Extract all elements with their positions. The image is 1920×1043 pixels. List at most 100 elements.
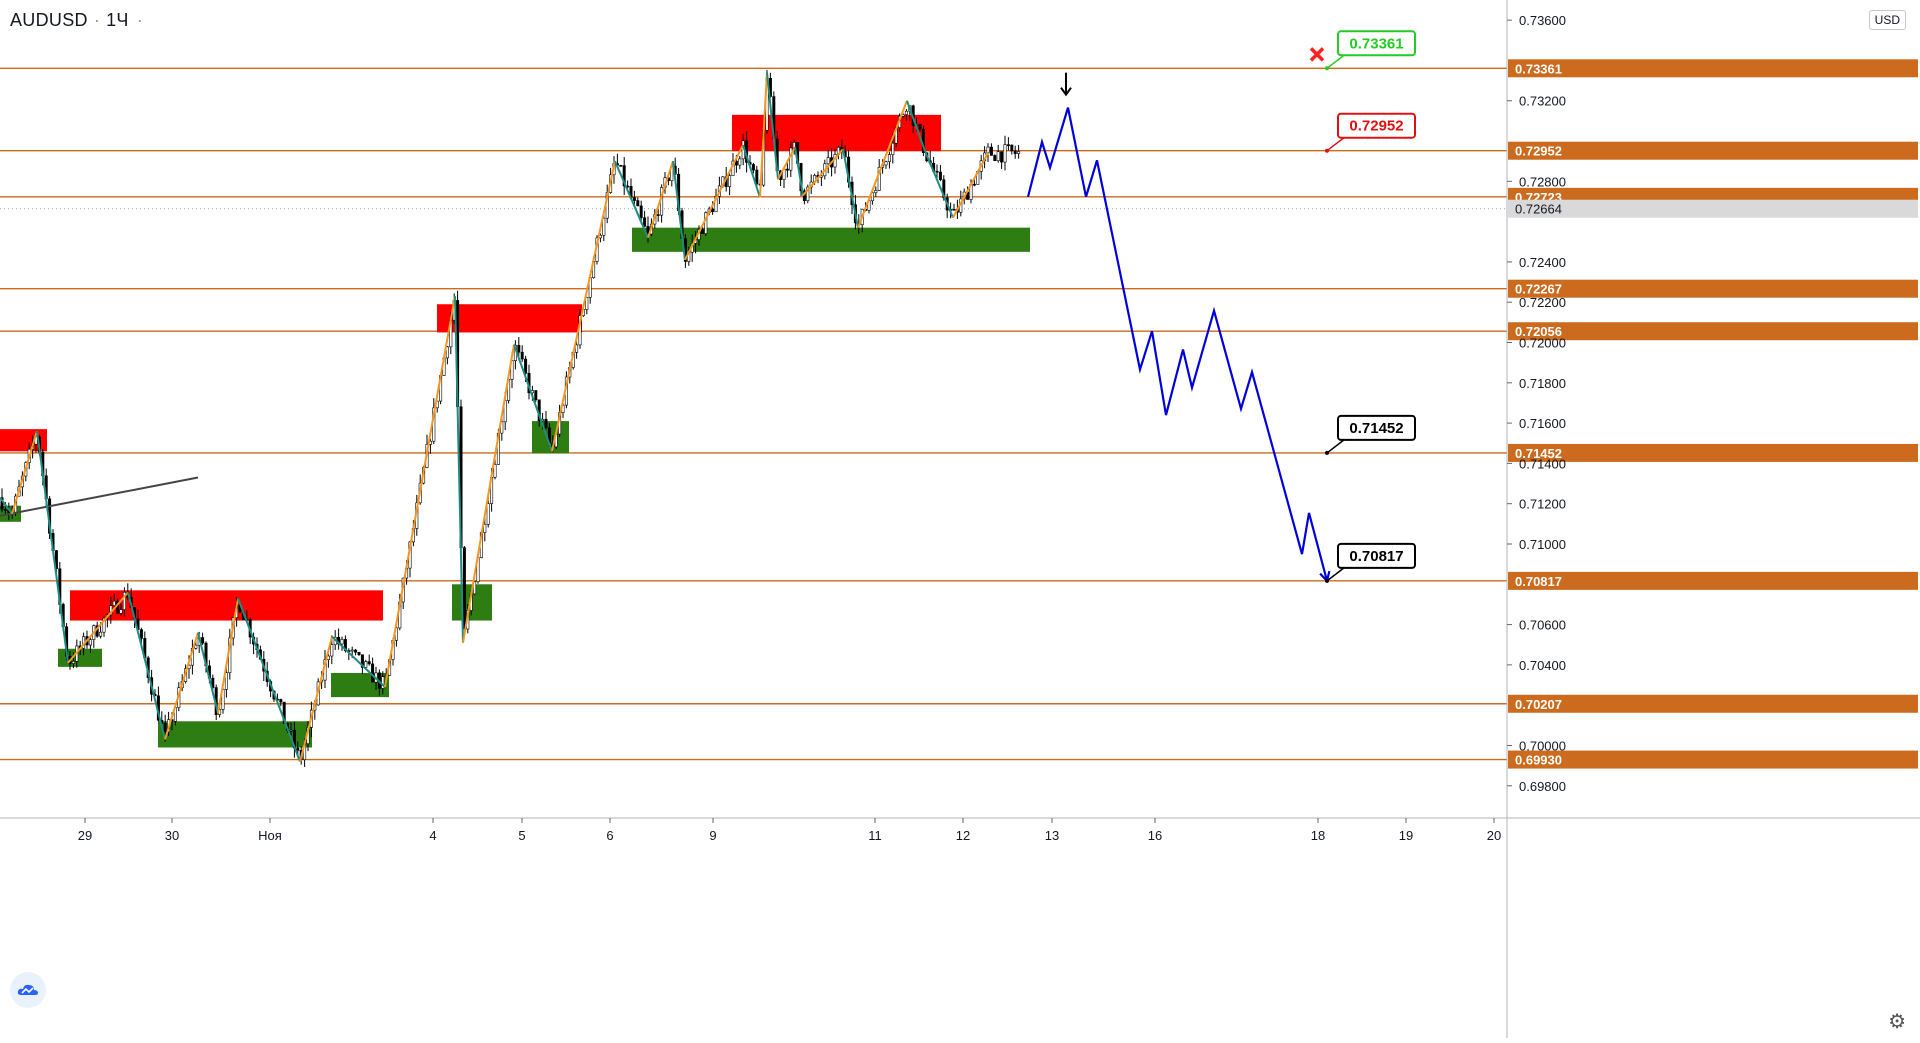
candle-body [989, 146, 993, 156]
price-tick-label: 0.72800 [1519, 174, 1566, 189]
candle-body [367, 661, 371, 665]
candle-body [102, 617, 106, 633]
price-tick-label: 0.70400 [1519, 658, 1566, 673]
candle-body [1010, 144, 1014, 152]
tradingview-logo-icon[interactable] [10, 972, 46, 1008]
candle-body [755, 169, 759, 185]
candle-body [330, 644, 334, 657]
candle-body [211, 677, 215, 688]
callout-box [1337, 112, 1416, 139]
candle-body [891, 142, 895, 155]
price-tick-label: 0.72200 [1519, 295, 1566, 310]
current-price-tag-label: 0.72664 [1515, 202, 1562, 217]
candle-body [639, 205, 643, 219]
candle-body [734, 160, 738, 166]
zigzag-segment [384, 295, 456, 688]
currency-badge[interactable]: USD [1868, 10, 1906, 30]
candle-body [789, 147, 793, 171]
time-tick-label: 4 [429, 828, 436, 843]
zigzag-segment [36, 431, 69, 663]
level-price-tag-label: 0.70817 [1515, 574, 1562, 589]
header-dot-icon: · [136, 10, 144, 30]
settings-gear-icon[interactable]: ⚙ [1888, 1011, 1906, 1033]
levels-layer: 0.733610.729520.727230.722670.720560.714… [0, 59, 1918, 769]
zigzag-segment [672, 161, 686, 261]
candle-body [483, 523, 487, 533]
candle-body [700, 229, 704, 234]
callout-box [1337, 414, 1416, 441]
price-tick-label: 0.72000 [1519, 336, 1566, 351]
candle-body [996, 151, 1000, 162]
symbol-header[interactable]: AUDUSD · 1Ч · [10, 10, 143, 31]
forecast-path [1026, 107, 1329, 582]
candle-body [785, 168, 789, 171]
zones-layer [0, 114, 1030, 748]
annotations-layer: 0.73361 0.72952 0.71452 0.70817 [1060, 30, 1416, 583]
zigzag-segment [857, 100, 908, 229]
candle-body [364, 661, 368, 668]
zigzag-segment [766, 72, 779, 180]
candle-body [517, 344, 521, 353]
candle-body [289, 729, 293, 732]
candle-body [646, 226, 650, 235]
time-tick-label: 6 [606, 828, 613, 843]
callout-pointer [1326, 439, 1352, 454]
price-tick-label: 0.73600 [1519, 13, 1566, 28]
time-tick-label: 11 [868, 828, 882, 843]
level-price-tag-label: 0.69930 [1515, 753, 1562, 768]
price-tick-label: 0.71800 [1519, 376, 1566, 391]
price-tick-label: 0.70000 [1519, 738, 1566, 753]
candle-body [486, 503, 490, 525]
callout-label: 0.71452 [1349, 420, 1403, 437]
zigzag-segment [802, 148, 844, 197]
candle-body [887, 154, 891, 163]
price-tick-label: 0.71200 [1519, 497, 1566, 512]
interval-label[interactable]: 1Ч [106, 10, 129, 30]
zigzag-segment [684, 144, 744, 261]
candle-body [714, 195, 718, 213]
candle-body [643, 217, 647, 227]
zigzag-segment [513, 344, 553, 452]
candle-body [112, 600, 116, 606]
candle-body [585, 297, 589, 310]
candle-body [1017, 151, 1021, 154]
candle-body [201, 637, 205, 644]
candle-body [619, 165, 623, 167]
zigzag-segment [924, 150, 954, 218]
candle-body [462, 547, 466, 630]
zigzag-layer [0, 72, 989, 762]
zigzag-segment [794, 146, 804, 196]
candle-body [602, 217, 606, 236]
level-price-tag [1508, 571, 1918, 590]
price-tick-label: 0.72400 [1519, 255, 1566, 270]
level-price-tag-label: 0.72056 [1515, 324, 1562, 339]
down-arrow-icon [1060, 87, 1072, 97]
candle-body [972, 183, 976, 186]
header-separator: · [93, 10, 101, 30]
candle-body [575, 344, 579, 353]
candle-body [493, 464, 497, 478]
zigzag-segment [742, 144, 761, 198]
zigzag-segment [777, 146, 796, 180]
level-price-tag [1508, 694, 1918, 713]
candle-body [826, 157, 830, 165]
level-price-tag [1508, 443, 1918, 462]
callout-pointer [1326, 54, 1352, 69]
price-tick-label: 0.70600 [1519, 618, 1566, 633]
symbol-name[interactable]: AUDUSD [10, 10, 88, 30]
time-tick-label: 12 [956, 828, 970, 843]
candle-body [938, 171, 942, 181]
price-tick-label: 0.71400 [1519, 456, 1566, 471]
time-tick-label: 18 [1311, 828, 1325, 843]
candles-layer [0, 69, 1021, 767]
zigzag-segment [237, 598, 301, 762]
time-tick-label: 16 [1148, 828, 1162, 843]
zigzag-segment [454, 296, 464, 643]
candle-body [952, 209, 956, 211]
candle-body [357, 651, 361, 655]
level-price-tag [1508, 322, 1918, 341]
level-price-tag-label: 0.73361 [1515, 61, 1562, 76]
candle-body [904, 110, 908, 115]
